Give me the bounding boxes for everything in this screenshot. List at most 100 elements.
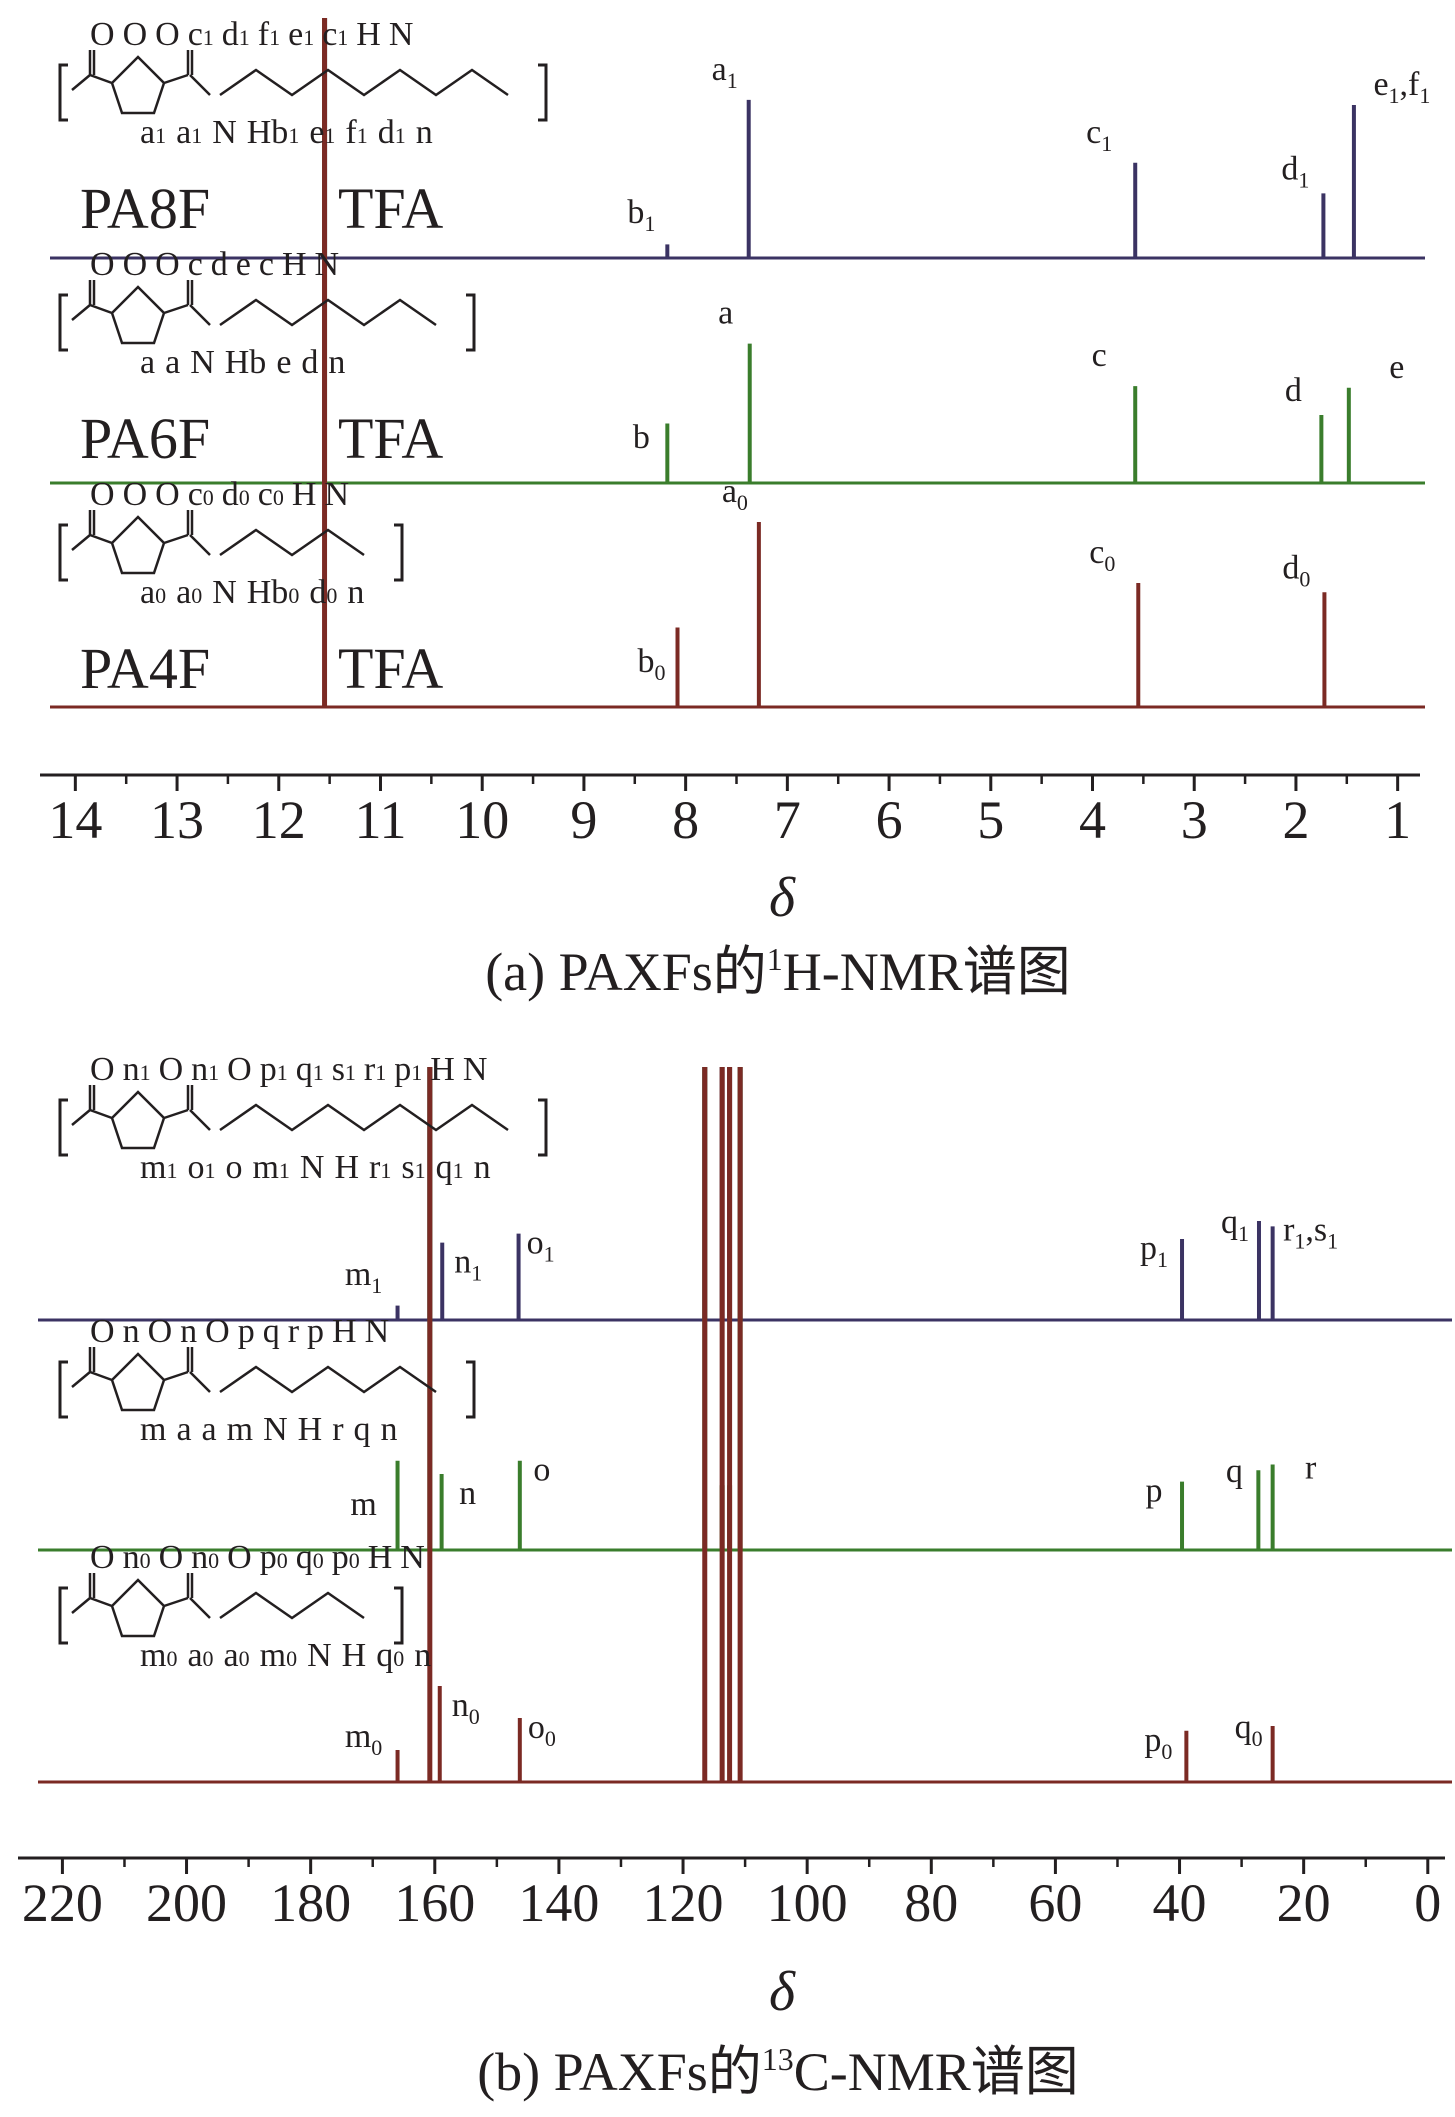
h-tick-label: 7 [774, 790, 801, 850]
ring-connector [89, 1108, 189, 1120]
alkyl-chain [219, 1591, 365, 1620]
c-tick-label: 100 [767, 1873, 848, 1933]
h-tick-label: 3 [1181, 790, 1208, 850]
h-tick-label: 14 [48, 790, 102, 850]
c-nmr-x-axis: 220 200 180 160 140 120 100 80 60 40 20 0 [18, 1856, 1445, 1933]
furan-ring [110, 1578, 166, 1638]
c-peak-label-pa8f-4: q1 [1221, 1204, 1249, 1246]
structure-left-bracket [58, 1360, 68, 1419]
c-peak-label-pa8f-5: r1,s1 [1283, 1211, 1338, 1253]
alkyl-chain [219, 528, 365, 557]
ring-connector [89, 303, 189, 315]
furan-ring [110, 285, 166, 345]
h-peak-label-pa4f-3: d0 [1282, 549, 1310, 591]
c-peak-label-pa6f-0: m [350, 1486, 376, 1523]
h-peak-label-pa4f-1: a0 [722, 473, 748, 515]
carbonyl-bond [186, 280, 211, 326]
structure-right-bracket [394, 523, 404, 582]
h-peak-label-pa6f-1: a [718, 295, 733, 332]
h-nmr-caption: (a) PAXFs的1H-NMR谱图 [485, 941, 1071, 1002]
h-peak-label-pa4f-0: b0 [638, 643, 666, 685]
c-peak-label-pa4f-3: p0 [1144, 1722, 1172, 1764]
h-peak-label-pa6f-4: e [1389, 349, 1404, 386]
carbonyl-bond [186, 1347, 211, 1393]
structure-left-bracket [58, 1586, 68, 1645]
furan-ring [110, 1090, 166, 1150]
furan-ring [110, 1352, 166, 1412]
c-peak-label-pa6f-2: o [533, 1452, 550, 1489]
furan-ring [110, 55, 166, 115]
structure-right-bracket [466, 293, 476, 352]
carbonyl-bond [71, 50, 96, 91]
structure-left-bracket [58, 293, 68, 352]
structure-left-bracket [58, 63, 68, 122]
c-nmr-caption: (b) PAXFs的13C-NMR谱图 [477, 2041, 1079, 2102]
pa8f-h-sample-label: PA8F [80, 176, 210, 241]
h-tick-label: 8 [672, 790, 699, 850]
c-peak-label-pa8f-3: p1 [1140, 1230, 1168, 1272]
alkyl-chain [219, 1365, 437, 1394]
carbonyl-bond [186, 50, 211, 96]
structure-right-bracket [466, 1360, 476, 1419]
c-tick-label: 120 [643, 1873, 724, 1933]
h-tick-label: 12 [252, 790, 306, 850]
h-nmr-x-axis: 14 13 12 11 10 9 8 7 6 5 4 3 2 1 [40, 773, 1420, 850]
pa6f-h-solvent-label: TFA [338, 406, 443, 471]
h-tick-label: 4 [1079, 790, 1106, 850]
c-tick-label: 0 [1414, 1873, 1441, 1933]
c-tick-label: 80 [904, 1873, 958, 1933]
carbonyl-bond [71, 510, 96, 551]
carbonyl-bond [186, 1085, 211, 1131]
carbonyl-bond [71, 1347, 96, 1388]
structure-right-bracket [538, 63, 548, 122]
c-nmr-x-axis-title: δ [769, 1961, 796, 2023]
c-tick-label: 180 [270, 1873, 351, 1933]
c-tick-label: 160 [394, 1873, 475, 1933]
pa4f-h-solvent-label: TFA [338, 636, 443, 701]
c-peak-label-pa8f-2: o1 [527, 1225, 555, 1267]
c-peak-label-pa6f-1: n [459, 1475, 476, 1512]
c-nmr-peak-labels: m1 n1 o1 p1 q1 r1,s1 m n o p q r m0 n0 o0 p0 q0 [345, 1204, 1338, 1764]
h-peak-label-pa6f-2: c [1092, 337, 1107, 374]
pa6f-h-sample-label: PA6F [80, 406, 210, 471]
h-peak-label-pa6f-3: d [1285, 372, 1302, 409]
h-tick-label: 1 [1384, 790, 1411, 850]
carbonyl-bond [71, 280, 96, 321]
h-tick-label: 2 [1282, 790, 1309, 850]
structure-bottom-labels: a0 a0 N Hb0 d0 n [140, 574, 364, 611]
h-tick-label: 11 [354, 790, 406, 850]
ring-connector [89, 1370, 189, 1382]
pa8f-h-solvent-label: TFA [338, 176, 443, 241]
c-tick-label: 40 [1153, 1873, 1207, 1933]
c-peak-label-pa4f-0: m0 [345, 1718, 382, 1760]
c-trace-pa4f [38, 1067, 1452, 1784]
pa4f-h-sample-label: PA4F [80, 636, 210, 701]
structure-left-bracket [58, 1098, 68, 1157]
c-peak-label-pa6f-4: q [1226, 1453, 1243, 1490]
h-peak-label-pa8f-3: d1 [1281, 150, 1309, 192]
c-peak-label-pa8f-1: n1 [454, 1244, 482, 1286]
ring-connector [89, 73, 189, 85]
structure-right-bracket [394, 1586, 404, 1645]
c-trace-pa8f [38, 1067, 1452, 1322]
c-tick-label: 20 [1277, 1873, 1331, 1933]
ring-connector [89, 533, 189, 545]
carbonyl-bond [71, 1573, 96, 1614]
h-nmr-traces [50, 18, 1425, 709]
c-peak-label-pa8f-0: m1 [345, 1256, 382, 1298]
carbonyl-bond [186, 510, 211, 556]
h-nmr-x-axis-title: δ [769, 867, 796, 929]
c-peak-label-pa6f-3: p [1146, 1473, 1163, 1510]
h-peak-label-pa8f-2: c1 [1086, 114, 1112, 156]
h-tick-label: 10 [455, 790, 509, 850]
h-tick-label: 9 [570, 790, 597, 850]
